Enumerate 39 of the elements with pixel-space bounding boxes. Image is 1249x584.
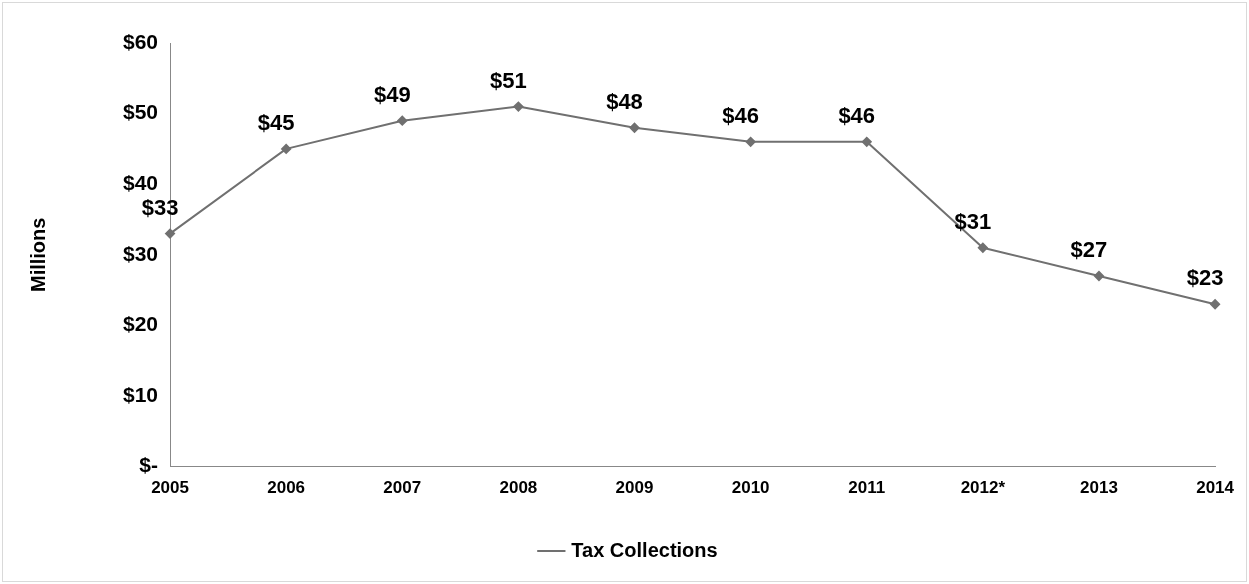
x-tick-label: 2005: [151, 478, 189, 498]
y-tick-label: $40: [122, 171, 159, 194]
x-tick-label: 2010: [731, 478, 770, 498]
point: [281, 143, 292, 154]
point: [629, 122, 640, 133]
data-label: $48: [606, 88, 643, 114]
x-tick-label: 2011: [848, 478, 886, 498]
data-label: $51: [490, 67, 527, 93]
point: [977, 242, 988, 253]
point: [1093, 270, 1104, 281]
data-label: $46: [838, 102, 876, 128]
data-label: $46: [722, 102, 759, 128]
y-axis-title: Millions: [26, 217, 49, 293]
y-tick-label: $30: [122, 241, 159, 265]
x-tick-label: 2007: [383, 478, 422, 498]
data-label: $49: [373, 81, 411, 107]
y-tick-label: $-: [139, 453, 159, 477]
point: [513, 101, 524, 112]
point: [1210, 299, 1221, 310]
data-label: $27: [1070, 237, 1108, 263]
data-label: $33: [141, 194, 179, 220]
y-tick-label: $10: [122, 382, 159, 406]
point: [745, 136, 756, 147]
point: [165, 228, 176, 239]
x-tick-label: 2014: [1196, 478, 1235, 498]
legend-label: Tax Collections: [571, 538, 718, 561]
y-tick-label: $50: [122, 100, 159, 124]
y-tick-label: $20: [122, 312, 159, 336]
point: [397, 115, 408, 126]
x-tick-label: 2009: [615, 478, 654, 498]
x-tick-label: 2013: [1080, 478, 1118, 498]
y-tick-label: $60: [122, 29, 159, 53]
data-label: $45: [257, 109, 295, 135]
data-label: $23: [1186, 265, 1224, 291]
x-tick-label: 2008: [499, 478, 538, 498]
point: [861, 136, 872, 147]
x-tick-label: 2006: [267, 478, 306, 498]
x-tick-label: 2012*: [960, 478, 1006, 498]
data-label: $31: [954, 208, 992, 234]
